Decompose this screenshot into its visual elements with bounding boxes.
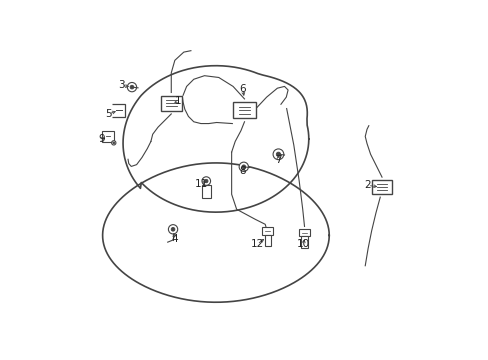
Circle shape [202, 177, 210, 185]
Circle shape [204, 179, 207, 183]
Bar [301, 237, 307, 248]
Circle shape [242, 165, 245, 168]
Text: 9: 9 [98, 134, 105, 144]
Text: 10: 10 [296, 239, 309, 249]
Circle shape [276, 152, 280, 157]
Text: 4: 4 [171, 234, 178, 244]
Text: 12: 12 [250, 239, 263, 249]
Circle shape [239, 162, 248, 171]
Text: 2: 2 [364, 180, 370, 190]
Bar [298, 229, 309, 237]
Text: 6: 6 [239, 84, 245, 94]
Text: 8: 8 [239, 166, 245, 176]
Text: 1: 1 [175, 96, 182, 107]
Circle shape [113, 142, 114, 144]
Text: 11: 11 [195, 179, 208, 189]
Bar [202, 185, 210, 198]
Text: 3: 3 [118, 80, 124, 90]
Bar [262, 227, 273, 235]
Circle shape [168, 225, 177, 234]
Circle shape [272, 149, 283, 159]
Circle shape [130, 85, 134, 89]
Bar [371, 180, 391, 194]
Bar [102, 131, 114, 142]
Bar [160, 96, 182, 111]
Circle shape [127, 82, 136, 92]
Bar [264, 235, 270, 246]
Bar [233, 102, 255, 118]
Circle shape [171, 228, 175, 231]
Circle shape [111, 141, 116, 145]
Text: 5: 5 [105, 109, 112, 119]
Text: 7: 7 [275, 156, 281, 165]
